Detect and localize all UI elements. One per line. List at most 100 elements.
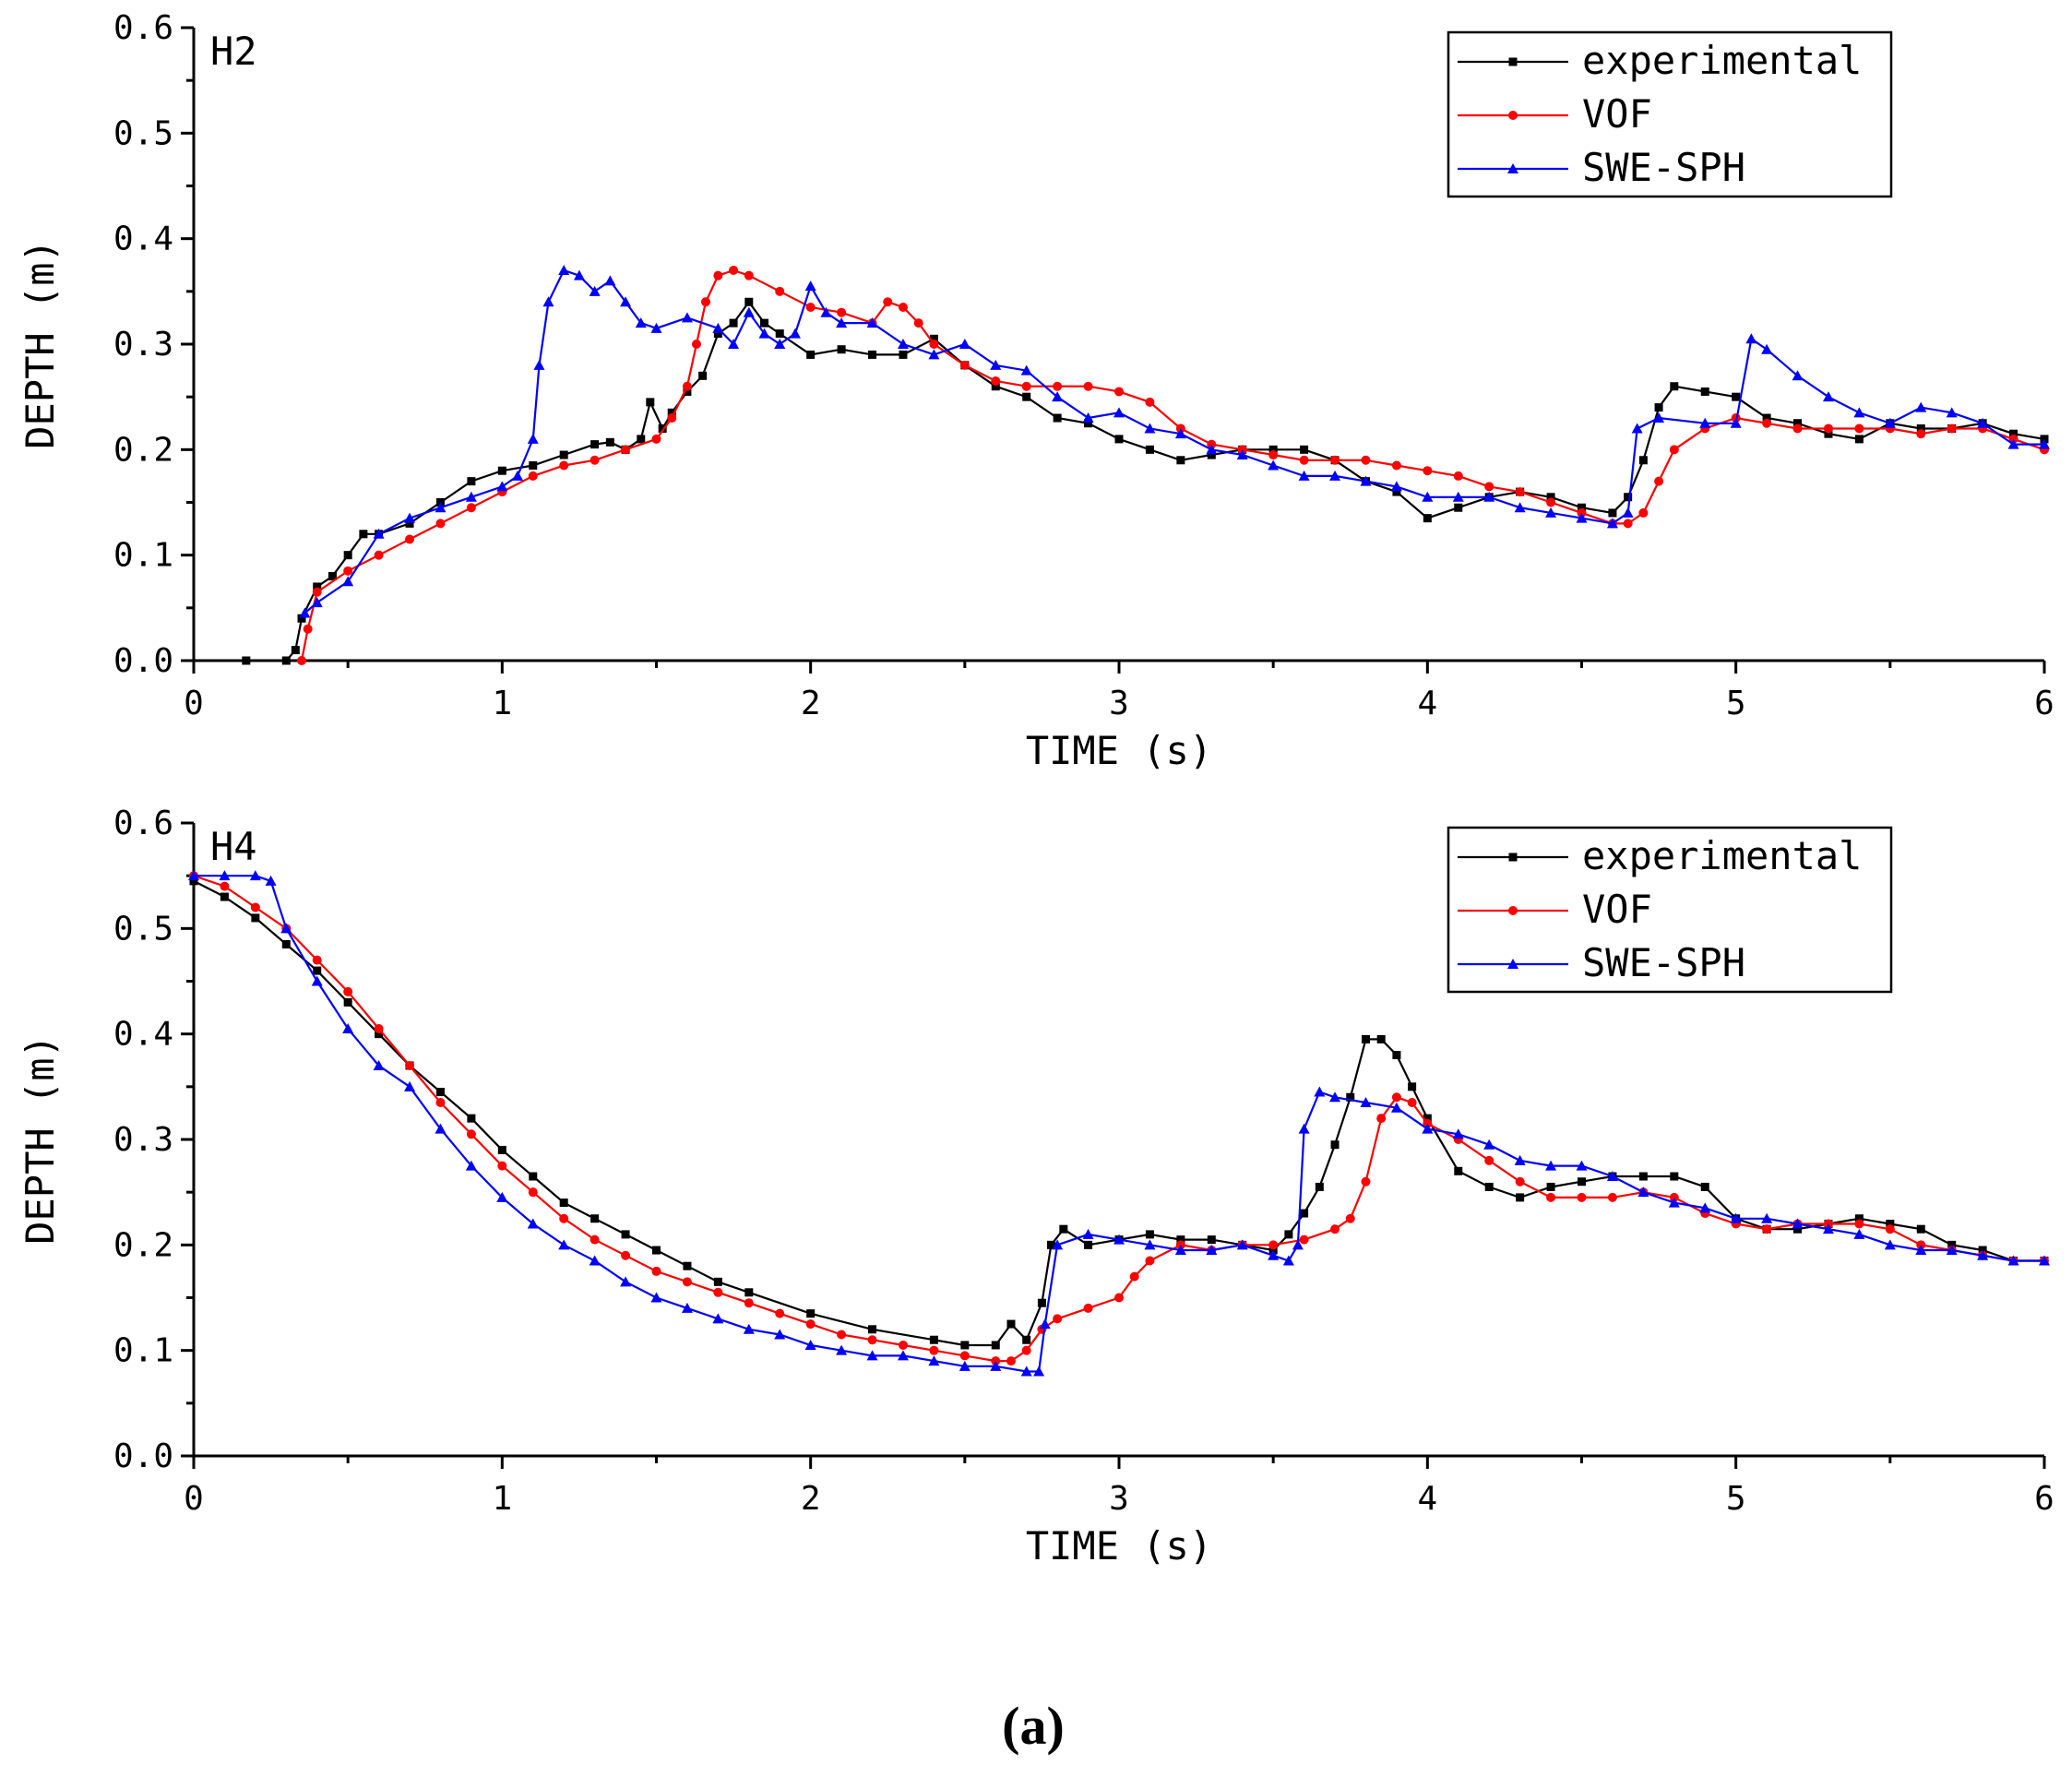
x-tick-label: 6 xyxy=(2034,685,2054,722)
data-point xyxy=(1730,417,1742,428)
data-point xyxy=(820,306,832,317)
legend-entry-vof: VOF xyxy=(1458,91,1652,137)
data-point xyxy=(744,1288,754,1297)
data-point xyxy=(589,1255,601,1266)
data-point xyxy=(681,312,693,323)
data-point xyxy=(744,1298,754,1308)
data-point xyxy=(1268,1249,1280,1260)
data-point xyxy=(898,302,908,312)
data-point xyxy=(312,587,322,597)
legend-marker xyxy=(1507,959,1518,969)
data-point xyxy=(343,997,352,1007)
data-point xyxy=(1730,1212,1742,1223)
data-point xyxy=(1082,412,1094,423)
data-point xyxy=(1039,1318,1051,1330)
series-line xyxy=(245,300,2045,662)
data-point xyxy=(1082,1228,1094,1239)
data-point xyxy=(1268,450,1279,460)
data-point xyxy=(1144,1239,1156,1250)
data-point xyxy=(1606,518,1618,529)
data-point xyxy=(1020,1366,1032,1377)
x-tick-label: 0 xyxy=(184,1480,204,1518)
data-point xyxy=(1422,491,1434,502)
data-point xyxy=(1484,1182,1494,1191)
data-point xyxy=(620,296,632,307)
data-point xyxy=(528,471,538,481)
data-point xyxy=(1390,481,1402,492)
data-point xyxy=(1607,1192,1617,1202)
data-point xyxy=(1391,460,1401,471)
data-point xyxy=(1916,423,1925,433)
data-point xyxy=(527,1218,539,1229)
data-point xyxy=(533,359,545,370)
data-point xyxy=(1823,423,1833,434)
y-tick-label: 0.6 xyxy=(113,9,173,47)
data-point xyxy=(1299,455,1309,465)
data-point xyxy=(1298,1123,1310,1134)
data-point xyxy=(867,1335,877,1345)
data-point xyxy=(1423,466,1433,476)
x-tick-label: 5 xyxy=(1726,1480,1746,1518)
data-point xyxy=(343,551,352,560)
data-point xyxy=(1315,1182,1324,1191)
data-point xyxy=(1053,1314,1063,1324)
data-point xyxy=(1145,397,1155,407)
data-point xyxy=(542,296,554,307)
data-point xyxy=(1853,407,1865,418)
data-point xyxy=(929,340,939,349)
chart-panel-h2: 0 1 2 3 4 5 6 0.0 0.1 0.2 0.3 0.4 0.5 0.6 TIME (s) DEPT… xyxy=(18,9,2054,773)
data-point xyxy=(621,1230,630,1239)
data-point xyxy=(1114,435,1124,444)
data-point xyxy=(342,1022,354,1033)
panel-label: H2 xyxy=(210,29,257,74)
data-point xyxy=(774,339,786,349)
data-point xyxy=(1361,1034,1370,1044)
data-point xyxy=(1298,470,1310,481)
data-point xyxy=(1206,444,1218,455)
data-point xyxy=(1268,1240,1279,1250)
data-point xyxy=(744,297,754,306)
legend-entry-swe-sph: SWE-SPH xyxy=(1458,145,1745,190)
data-point xyxy=(496,1191,508,1202)
legend-marker xyxy=(1508,853,1518,862)
data-point xyxy=(646,398,655,407)
data-point xyxy=(404,512,416,523)
data-point xyxy=(1145,1230,1154,1239)
data-point xyxy=(1915,401,1927,412)
data-point xyxy=(1514,1154,1526,1165)
data-point xyxy=(1578,1177,1586,1187)
data-point xyxy=(1792,1218,1804,1229)
data-point xyxy=(1637,1187,1649,1198)
data-point xyxy=(1422,1123,1434,1134)
data-point xyxy=(1576,1160,1588,1171)
data-point xyxy=(991,1341,1000,1350)
data-point xyxy=(1423,1114,1432,1123)
data-point xyxy=(713,329,722,339)
data-point xyxy=(590,1214,600,1223)
y-tick-label: 0.5 xyxy=(113,910,173,948)
data-point xyxy=(1916,1224,1925,1234)
data-point xyxy=(1631,423,1643,434)
data-point xyxy=(1622,507,1634,518)
data-point xyxy=(1052,391,1064,402)
data-point xyxy=(1113,1234,1125,1245)
data-point xyxy=(1546,1192,1556,1202)
x-tick-label: 0 xyxy=(184,685,204,722)
data-point xyxy=(1346,1092,1355,1102)
data-point xyxy=(681,1302,693,1313)
data-point xyxy=(1762,1224,1772,1234)
data-point xyxy=(1793,419,1803,428)
data-point xyxy=(990,1360,1002,1371)
data-point xyxy=(866,1350,878,1361)
x-tick-label: 2 xyxy=(801,1480,821,1518)
data-point xyxy=(343,986,353,996)
data-point xyxy=(1454,1166,1463,1175)
data-point xyxy=(1946,407,1958,418)
data-point xyxy=(1822,1223,1834,1234)
data-point xyxy=(700,297,710,307)
data-point xyxy=(913,318,923,328)
data-point xyxy=(343,566,353,576)
data-point xyxy=(1762,413,1771,423)
data-point xyxy=(1314,1086,1326,1097)
data-point xyxy=(265,875,277,886)
